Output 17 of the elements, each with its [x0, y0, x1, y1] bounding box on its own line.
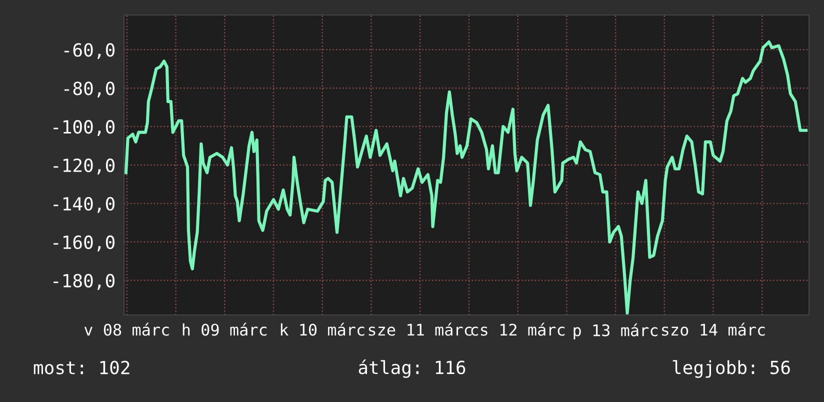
text: most: 102 [34, 360, 130, 374]
y-tick-label: -80,0 [64, 82, 114, 98]
text: legjobb: 56 [672, 360, 790, 378]
y-tick-label: -60,0 [64, 43, 114, 60]
x-tick-label: cs 12 márc [471, 322, 565, 336]
x-tick-label: h 09 márc [182, 322, 267, 336]
x-tick-label: szo 14 márc [662, 322, 765, 336]
y-tick-label: -140,0 [54, 196, 114, 213]
x-tick-label: p 13 márc [574, 323, 658, 340]
x-tick-label: sze 11 márc [368, 322, 472, 336]
text: átlag: 116 [358, 360, 466, 378]
y-tick-label: -180,0 [54, 274, 114, 290]
x-tick-label: v 08 márc [84, 322, 169, 336]
y-tick-label: -120,0 [54, 158, 114, 174]
x-tick-label: k 10 márc [280, 322, 364, 336]
y-tick-label: -100,0 [54, 120, 114, 136]
y-tick-label: -160,0 [54, 235, 114, 252]
